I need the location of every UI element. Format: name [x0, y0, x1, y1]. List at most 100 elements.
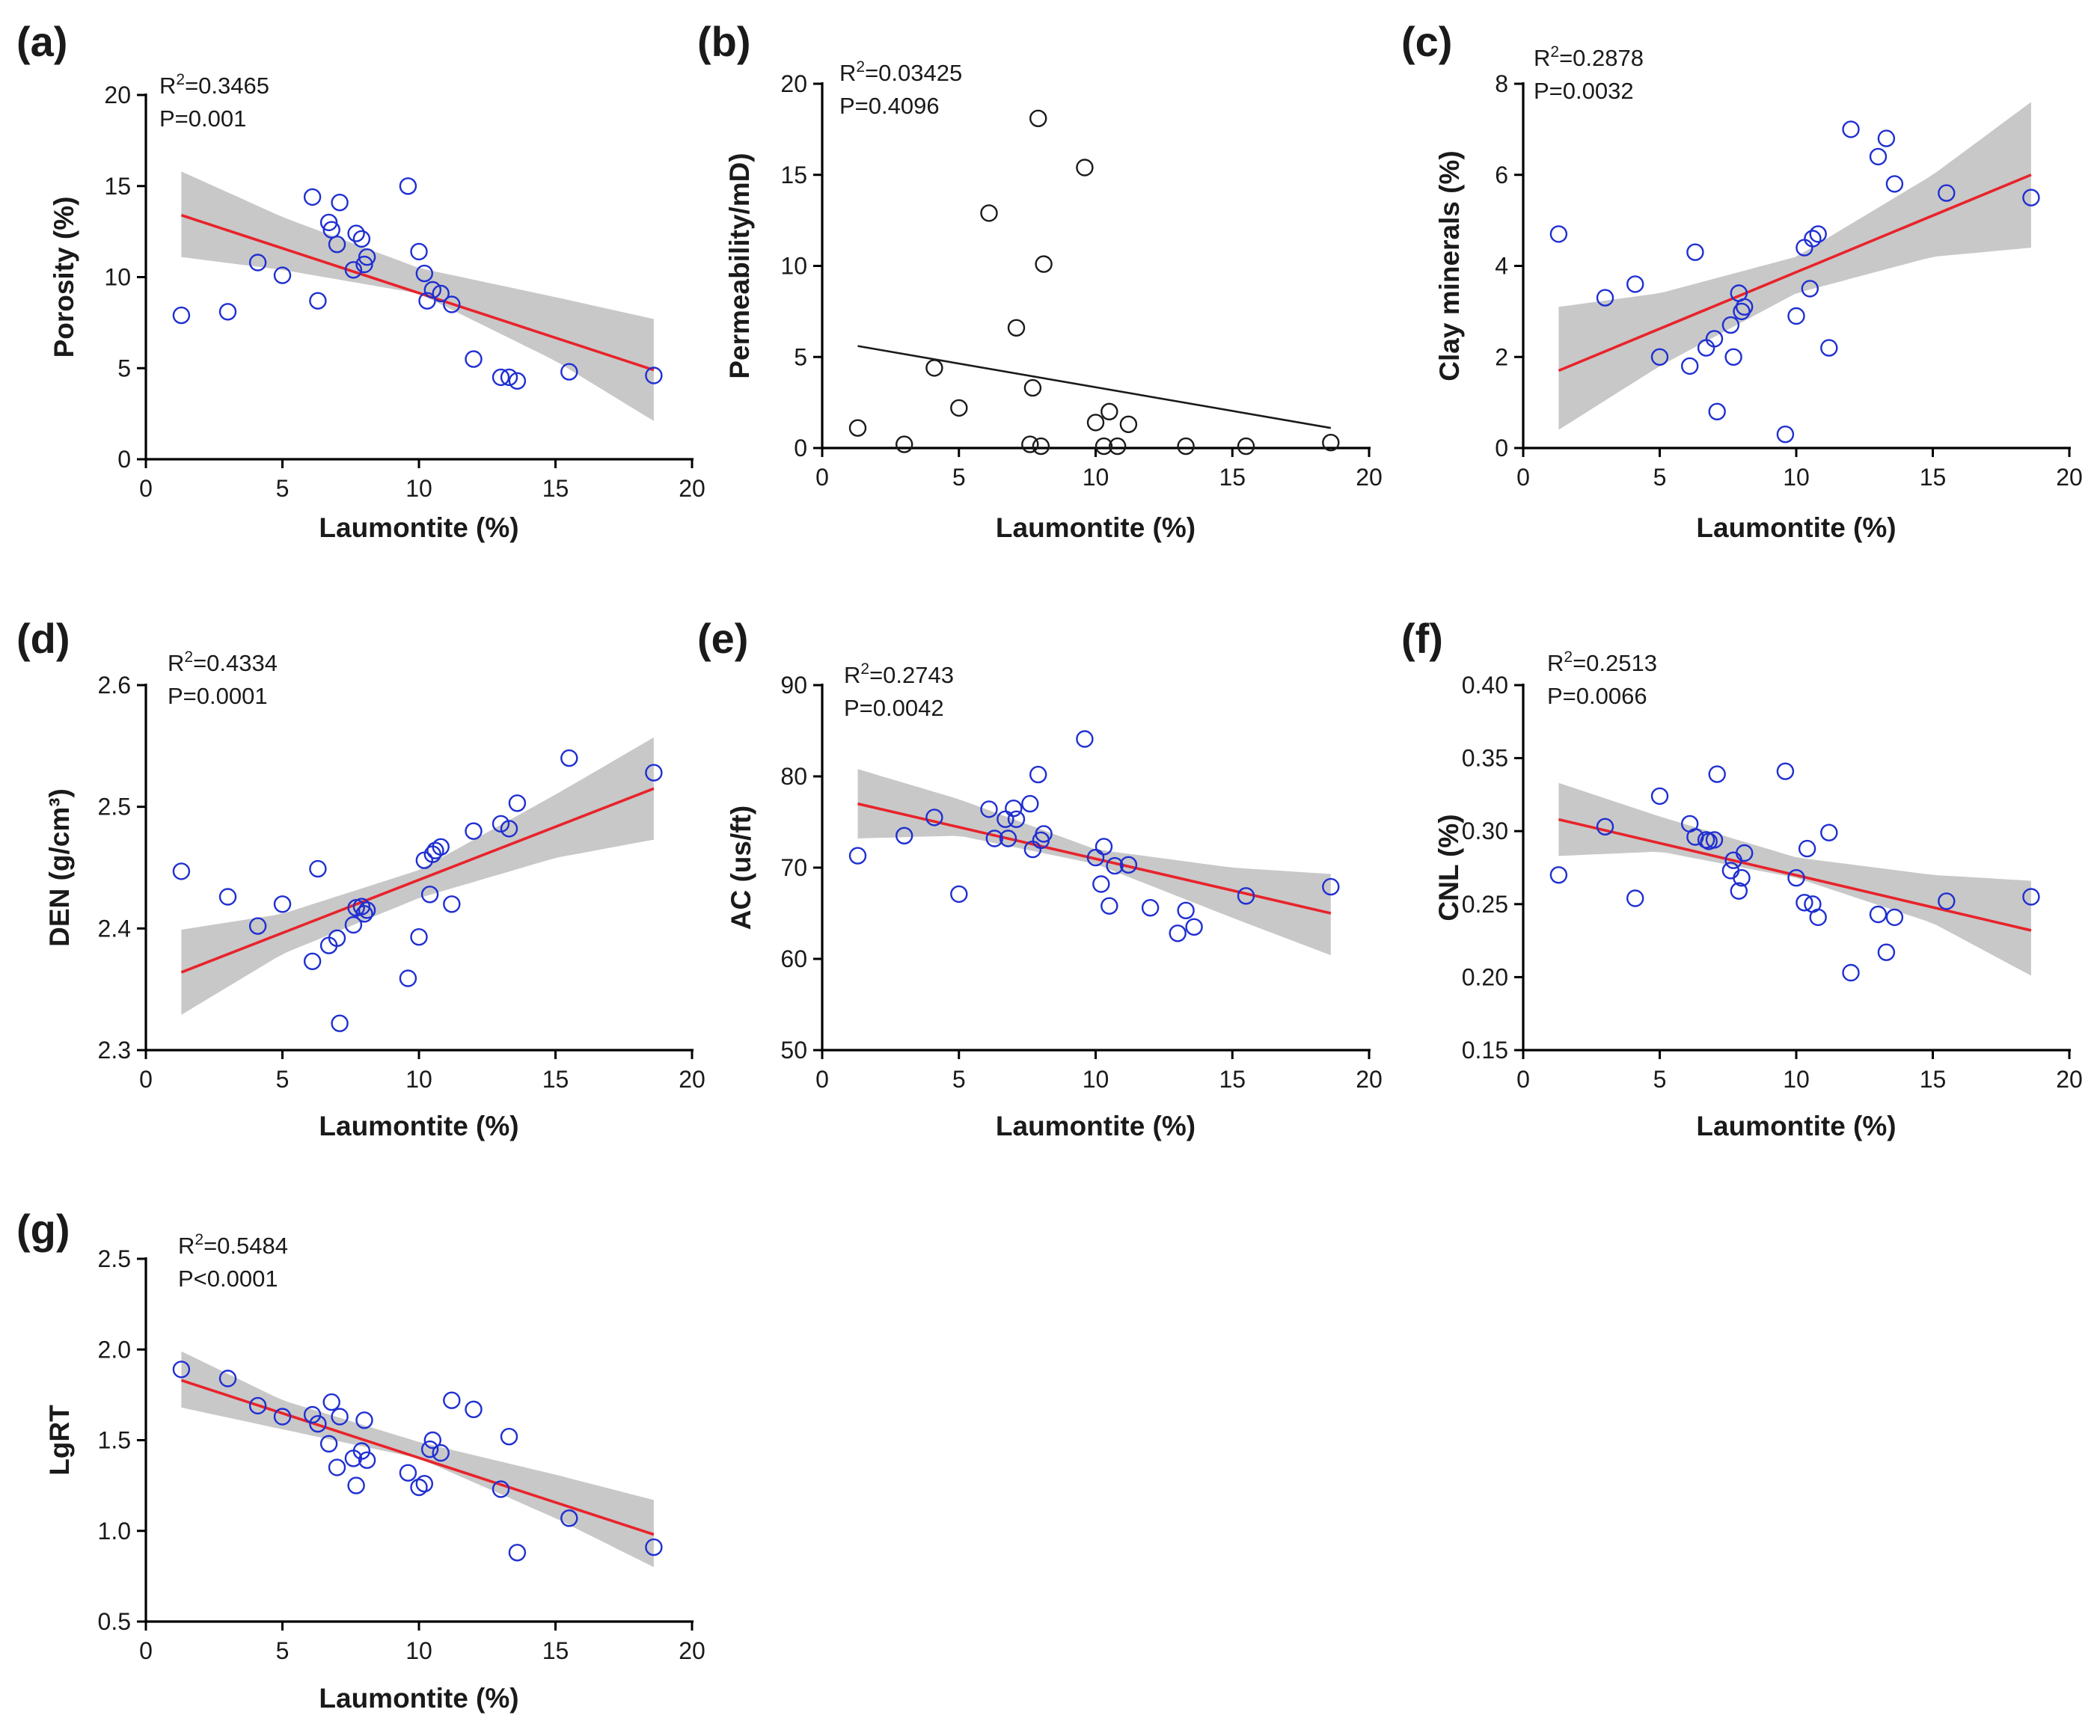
data-point: [1023, 378, 1042, 397]
r-squared-label: R2=0.4334: [168, 648, 278, 676]
data-point: [895, 826, 913, 845]
data-point: [1842, 120, 1860, 138]
x-tick-label: 20: [679, 1066, 705, 1093]
data-point: [1029, 109, 1047, 128]
data-point: [1021, 435, 1039, 453]
y-tick-label: 0.35: [1462, 745, 1508, 772]
data-point: [172, 306, 191, 325]
data-point: [355, 1411, 373, 1429]
y-tick-label: 0: [1495, 435, 1508, 461]
y-tick-label: 6: [1495, 162, 1508, 188]
data-point: [1177, 437, 1195, 456]
data-point: [1650, 348, 1669, 366]
regression-line: [857, 802, 1332, 915]
y-tick-label: 2: [1495, 343, 1508, 370]
y-axis-title: LgRT: [44, 1405, 75, 1476]
x-tick-label: 10: [1783, 464, 1810, 491]
data-point: [352, 898, 371, 915]
data-point: [1626, 889, 1644, 907]
data-point: [980, 800, 998, 818]
data-point: [347, 1476, 365, 1494]
data-point: [465, 1400, 483, 1419]
data-point: [1119, 856, 1138, 874]
y-axis-title: DEN (g/cm³): [44, 788, 75, 947]
data-point: [1021, 794, 1039, 813]
data-point: [303, 1405, 322, 1424]
data-point: [1095, 437, 1113, 456]
x-tick-label: 0: [1516, 1066, 1530, 1093]
panel-letter: (b): [697, 18, 751, 65]
p-value-label: P=0.0042: [844, 695, 944, 721]
data-point: [420, 886, 439, 904]
data-point: [1680, 357, 1699, 375]
y-tick-label: 70: [780, 854, 807, 881]
data-point: [999, 829, 1017, 847]
x-tick-label: 5: [1653, 1066, 1667, 1093]
y-tick-label: 20: [780, 70, 807, 97]
data-point: [1735, 298, 1754, 316]
y-tick-label: 20: [104, 82, 131, 108]
data-point: [1029, 765, 1047, 784]
data-point: [415, 1474, 433, 1493]
r-squared-label: R2=0.2743: [844, 660, 954, 688]
y-tick-label: 5: [794, 343, 807, 370]
data-point: [1549, 225, 1568, 243]
data-point: [1705, 831, 1724, 849]
data-point: [950, 885, 968, 904]
data-point: [1035, 825, 1053, 843]
data-point: [415, 264, 433, 283]
data-point: [1796, 894, 1813, 912]
data-point: [1108, 437, 1127, 456]
data-point: [980, 204, 998, 222]
r-squared-value: =0.5484: [203, 1233, 288, 1259]
p-value-label: P<0.0001: [178, 1266, 278, 1292]
data-point: [560, 1509, 578, 1527]
x-tick-label: 10: [1083, 464, 1109, 491]
data-point: [1809, 225, 1827, 243]
x-tick-label: 15: [542, 475, 569, 502]
y-tick-label: 0: [794, 435, 807, 461]
data-point: [347, 224, 365, 242]
data-point: [410, 927, 428, 946]
r-squared-value: =0.3465: [185, 73, 269, 99]
regression-line: [180, 213, 655, 372]
data-point: [2022, 188, 2040, 206]
y-tick-label: 2.3: [98, 1037, 131, 1064]
data-point: [218, 1370, 237, 1387]
data-point: [172, 862, 191, 880]
data-point: [273, 895, 292, 913]
panel-d: (d) 0 5 10 15 20 2.3 2.4 2.5 2.6 Laumontite (%) DEN…: [16, 615, 705, 1141]
x-tick-label: 0: [815, 464, 829, 491]
data-point: [1086, 848, 1105, 867]
panel-letter: (d): [16, 615, 70, 662]
x-tick-label: 20: [679, 1637, 705, 1664]
data-point: [895, 435, 913, 453]
y-axis-title: Clay minerals (%): [1434, 150, 1465, 381]
y-tick-label: 2.6: [98, 672, 131, 699]
data-point: [1100, 402, 1118, 420]
r-squared-label: R2=0.03425: [839, 58, 962, 86]
data-point: [322, 1393, 340, 1411]
data-point: [500, 368, 518, 387]
y-tick-label: 1.5: [98, 1427, 131, 1454]
y-tick-label: 60: [780, 945, 807, 972]
x-axis-title: Laumontite (%): [996, 1111, 1196, 1141]
x-tick-label: 0: [815, 1066, 829, 1093]
data-point: [1086, 414, 1105, 432]
x-tick-label: 5: [952, 464, 966, 491]
p-value-label: P=0.4096: [839, 93, 940, 119]
data-point: [443, 295, 461, 313]
data-point: [1733, 302, 1751, 321]
confidence-band: [181, 737, 654, 1015]
data-point: [1735, 844, 1754, 862]
x-tick-label: 10: [405, 475, 432, 502]
data-point: [1626, 275, 1644, 293]
data-point: [1596, 818, 1614, 836]
data-point: [645, 1538, 663, 1556]
panel-e: (e) 0 5 10 15 20 50 60 70 80 90 Laumontite (%) AC (u…: [697, 615, 1383, 1141]
y-axis-title: AC (us/ft): [726, 806, 756, 930]
y-tick-label: 8: [1495, 70, 1508, 97]
data-point: [1776, 762, 1795, 780]
panel-letter: (g): [16, 1206, 70, 1253]
data-point: [1877, 943, 1896, 961]
